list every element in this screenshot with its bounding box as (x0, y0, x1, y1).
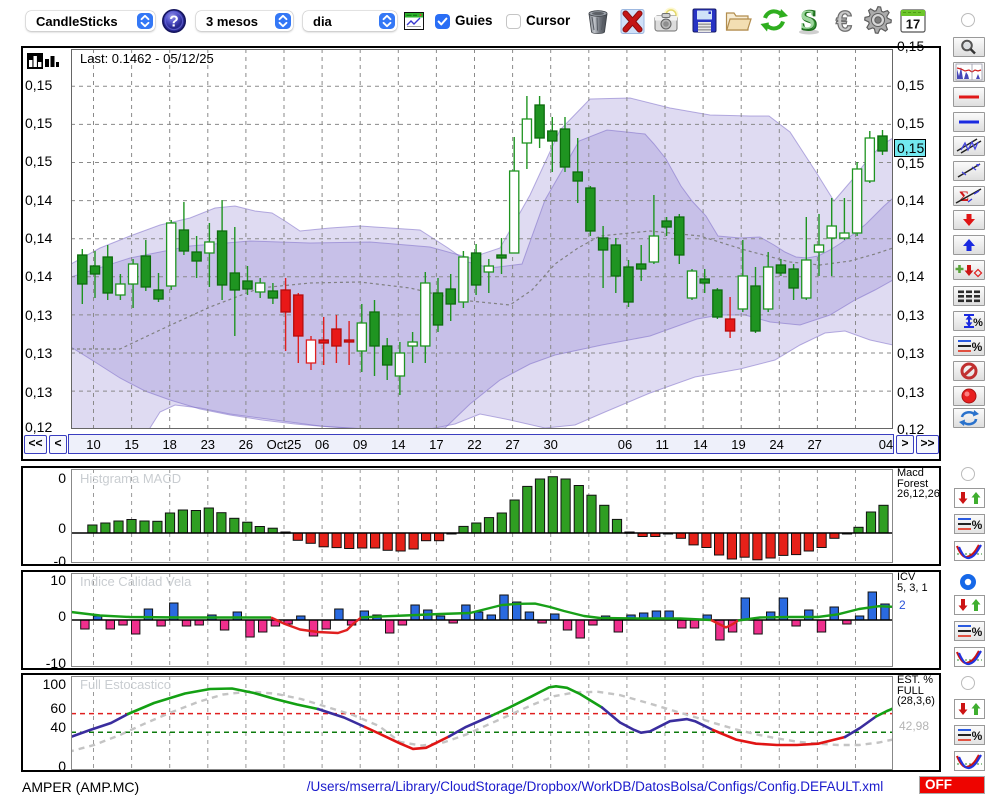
svg-text:%: % (972, 729, 983, 743)
svg-text:%: % (972, 625, 983, 639)
svg-text:%: % (973, 317, 983, 329)
svg-text:S: S (800, 7, 815, 35)
svg-text:Σ: Σ (959, 189, 969, 205)
svg-text:€: € (836, 7, 852, 35)
svg-text:%: % (972, 518, 983, 532)
svg-text:?: ? (169, 14, 178, 31)
svg-text:17: 17 (906, 17, 920, 32)
svg-text:%: % (972, 340, 983, 354)
svg-text:S: S (801, 7, 818, 35)
